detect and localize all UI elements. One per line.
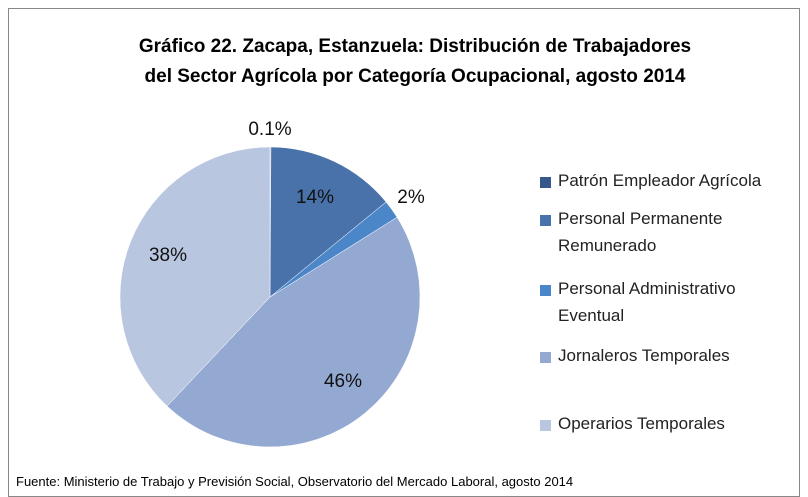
- chart-title: del Sector Agrícola por Categoría Ocupac…: [145, 66, 686, 87]
- data-label: 38%: [149, 245, 187, 266]
- source: Fuente: Ministerio de Trabajo y Previsió…: [16, 474, 573, 489]
- legend-item: Operarios Temporales: [540, 414, 796, 437]
- legend-label: Personal Administrativo Eventual: [558, 279, 736, 325]
- legend-item: Personal Permanente Remunerado: [540, 209, 796, 259]
- pie-slice: [166, 216, 421, 448]
- legend-swatch: [540, 285, 551, 296]
- data-label: 2%: [397, 187, 425, 208]
- data-label: 46%: [324, 371, 362, 392]
- legend-item: Personal Administrativo Eventual: [540, 279, 796, 329]
- data-label: 0.1%: [248, 119, 291, 140]
- pie-slice: [269, 146, 387, 298]
- pie-slice: [119, 146, 271, 407]
- data-label: 14%: [296, 187, 334, 208]
- legend-swatch: [540, 352, 551, 363]
- legend-label: Personal Permanente Remunerado: [558, 209, 723, 255]
- legend-swatch: [540, 177, 551, 188]
- legend-swatch: [540, 215, 551, 226]
- legend-label: Operarios Temporales: [558, 414, 725, 433]
- legend-swatch: [540, 420, 551, 431]
- legend-item: Jornaleros Temporales: [540, 346, 796, 369]
- legend-label: Jornaleros Temporales: [558, 346, 730, 365]
- legend-label: Patrón Empleador Agrícola: [558, 171, 762, 190]
- chart-title: Gráfico 22. Zacapa, Estanzuela: Distribu…: [139, 36, 691, 57]
- legend-item: Patrón Empleador Agrícola: [540, 171, 796, 194]
